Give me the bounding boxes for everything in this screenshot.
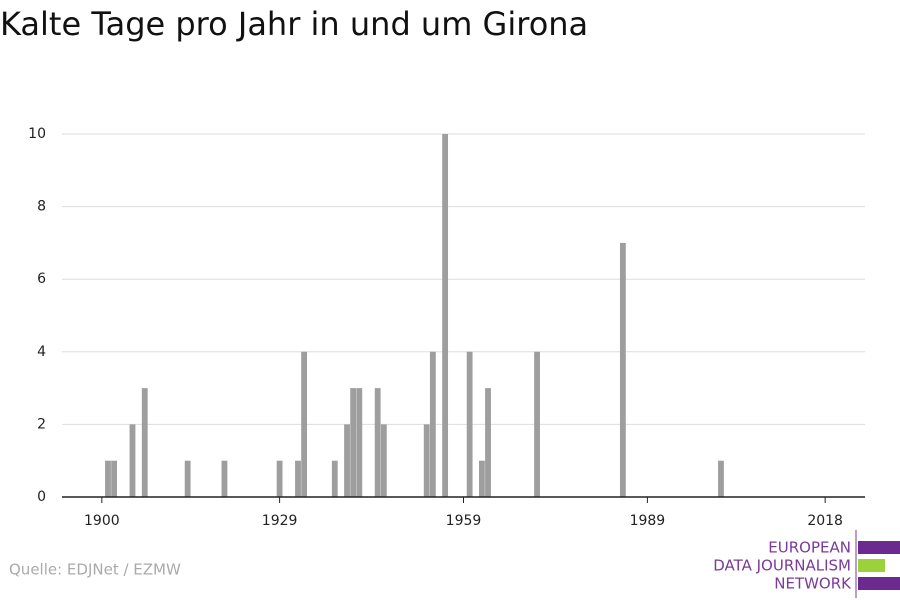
x-tick-label: 1959 (446, 513, 482, 529)
logo-bar (858, 577, 900, 590)
bar (105, 460, 111, 497)
bar (466, 351, 473, 497)
bar (619, 242, 626, 497)
logo-bar (858, 559, 885, 572)
bar (429, 351, 436, 497)
bar (111, 460, 118, 497)
logo-text: NETWORK (774, 575, 852, 593)
chart-title: Kalte Tage pro Jahr in und um Girona (0, 5, 588, 43)
logo-bar (858, 541, 900, 554)
bar (301, 351, 308, 497)
bar (129, 424, 136, 497)
y-tick-label: 2 (37, 416, 46, 432)
logo-text: EUROPEAN (768, 539, 851, 557)
source: Quelle: EDJNet / EZMW (9, 561, 181, 579)
y-tick-label: 0 (37, 489, 46, 505)
x-tick-label: 1900 (84, 513, 120, 529)
logo: EUROPEAN DATA JOURNALISM NETWORK (713, 530, 900, 598)
bar (374, 388, 381, 497)
y-tick-label: 6 (37, 271, 46, 287)
x-tick-label: 2018 (807, 513, 843, 529)
bar (141, 388, 148, 497)
bar (356, 388, 363, 497)
bar (276, 460, 283, 497)
bar (380, 424, 387, 497)
logo-text: DATA JOURNALISM (713, 557, 851, 575)
bar (718, 460, 724, 497)
y-tick-label: 8 (37, 199, 46, 215)
bar (184, 460, 191, 497)
bar (350, 388, 357, 497)
y-tick-label: 10 (28, 126, 46, 142)
bar (478, 460, 485, 497)
bar (331, 460, 338, 497)
bar (295, 460, 301, 497)
bar (221, 460, 228, 497)
x-tick-label: 1929 (262, 513, 298, 529)
y-tick-label: 4 (37, 344, 46, 360)
bar (534, 351, 540, 497)
bar (485, 388, 491, 497)
bar (442, 134, 449, 497)
bar (344, 424, 350, 497)
bar (423, 424, 430, 497)
x-tick-label: 1989 (630, 513, 666, 529)
